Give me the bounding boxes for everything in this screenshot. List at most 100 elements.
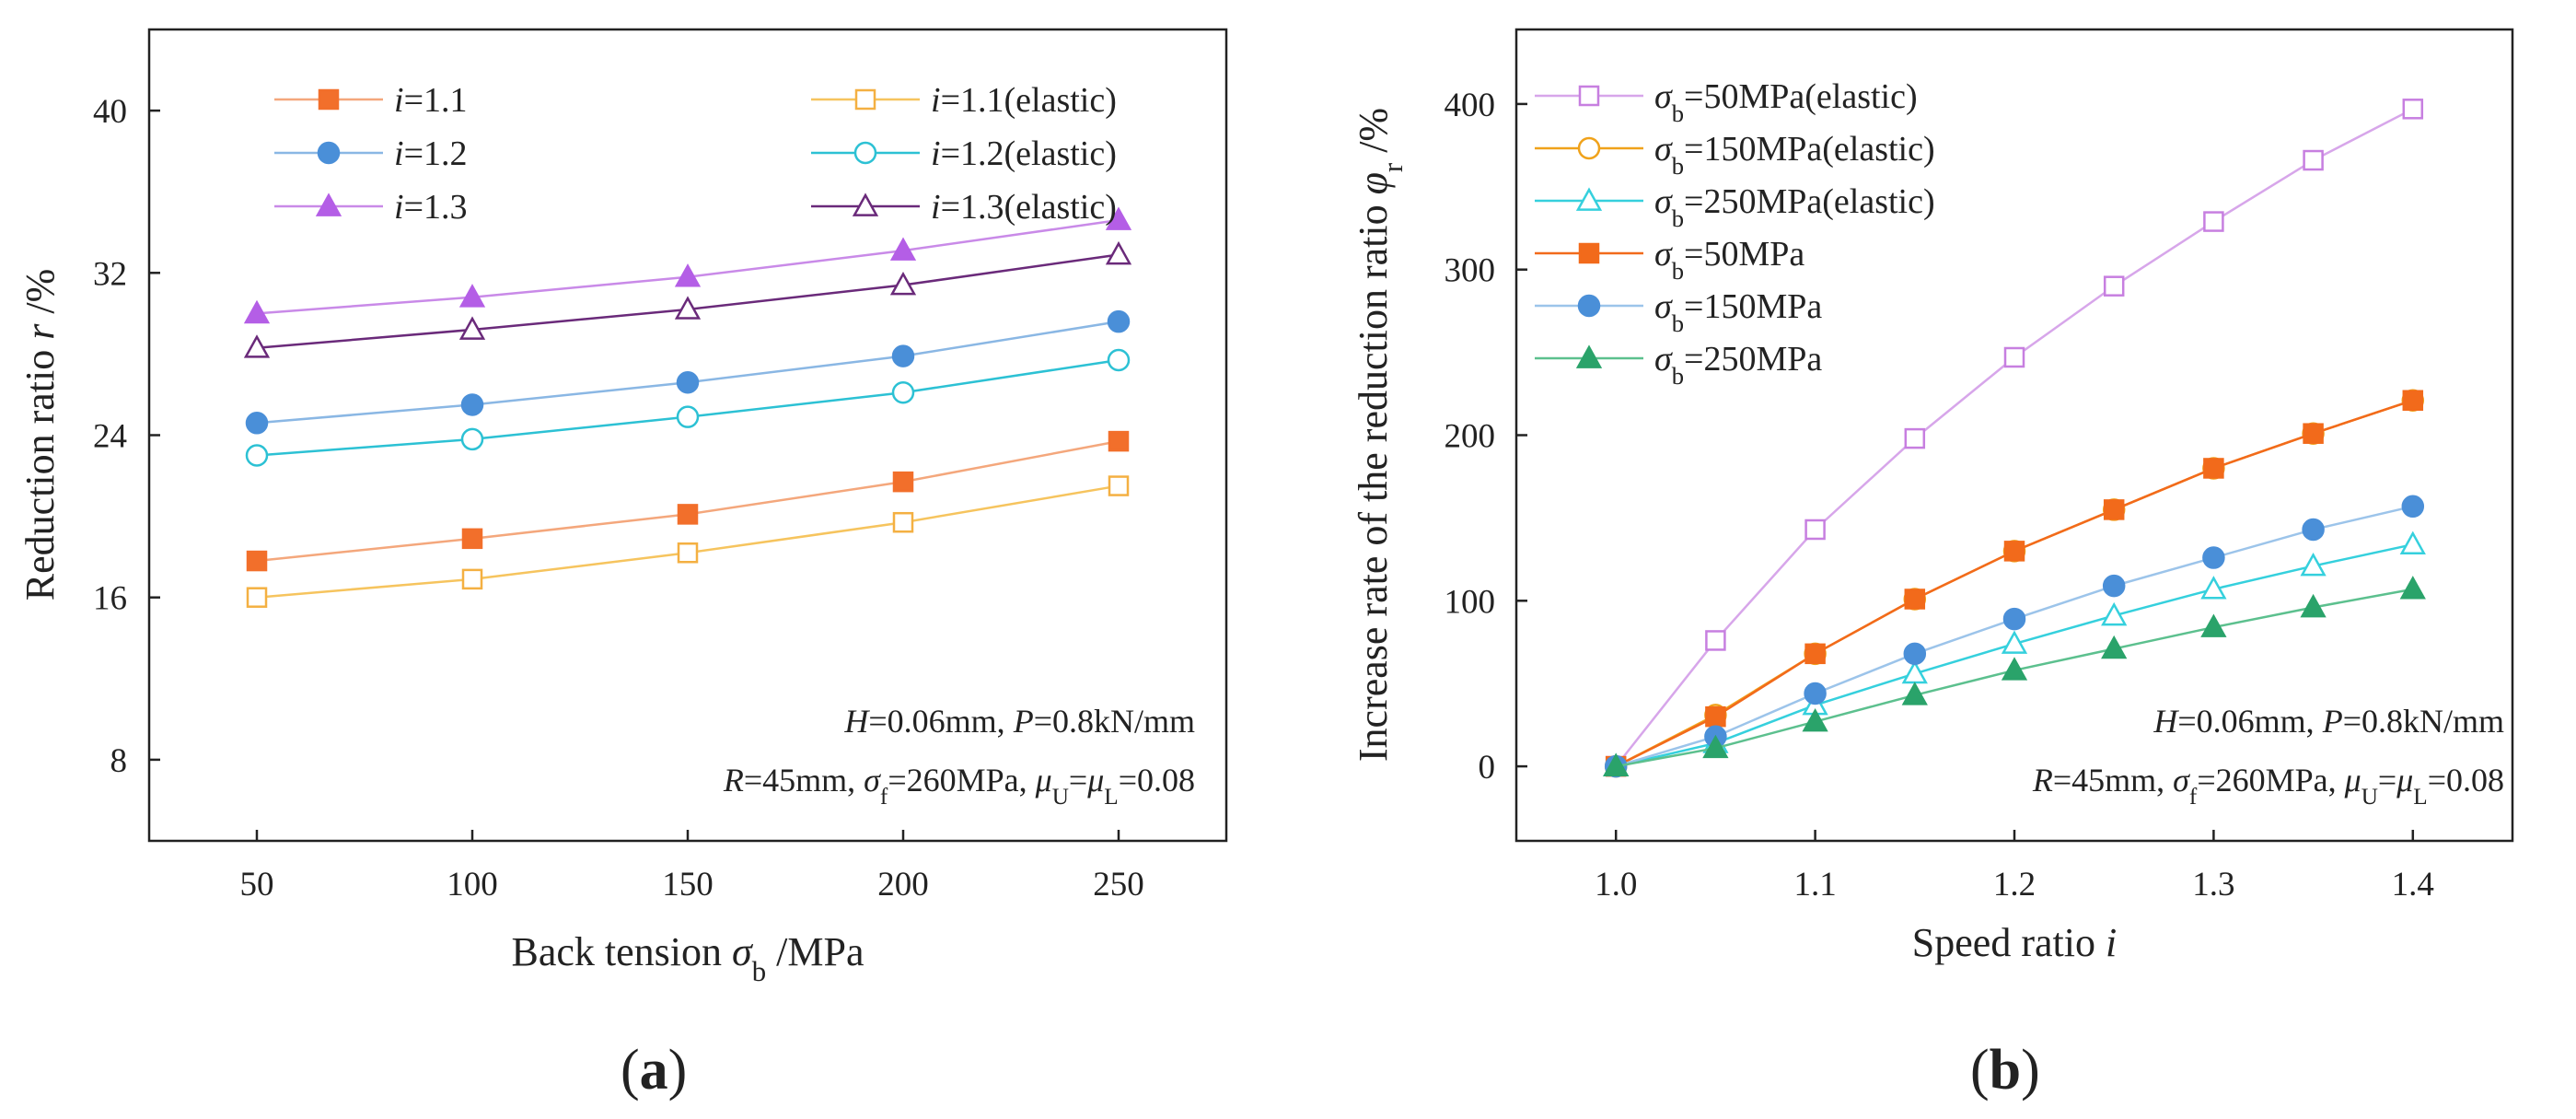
data-point (891, 344, 915, 367)
legend-label: σb=250MPa(elastic) (1654, 182, 1935, 232)
data-point (1802, 707, 1828, 732)
data-point (2203, 211, 2224, 232)
legend-marker (1577, 136, 1601, 160)
data-point (2300, 593, 2327, 618)
legend-label: i=1.2 (394, 134, 468, 173)
series-i11 (246, 430, 1130, 572)
data-point (1804, 682, 1827, 705)
panel-label: (b) (1970, 1039, 2040, 1102)
data-point (243, 299, 271, 324)
y-tick-label: 32 (93, 255, 127, 293)
data-point (1108, 430, 1130, 452)
data-point (2399, 576, 2426, 600)
annotation-line: R=45mm, σf=260MPa, μU=μL=0.08 (2032, 762, 2504, 810)
data-point (2003, 541, 2025, 562)
data-point (677, 504, 699, 525)
data-point (2200, 613, 2227, 637)
legend-marker (1577, 294, 1601, 318)
x-tick-label: 250 (1093, 866, 1144, 903)
data-point (889, 237, 917, 261)
x-tick-label: 200 (877, 866, 929, 903)
data-point (2300, 552, 2327, 577)
data-point (2103, 499, 2125, 520)
legend-marker (1575, 187, 1603, 211)
y-axis-title: Increase rate of the reduction ratio φr … (1351, 108, 1409, 762)
data-point (2003, 346, 2025, 368)
data-point (461, 528, 483, 550)
legend-marker (1578, 242, 1600, 264)
legend-label: σb=150MPa(elastic) (1654, 130, 1935, 180)
x-tick-label: 150 (662, 866, 714, 903)
data-point (2202, 546, 2225, 569)
legend-item-s150: σb=150MPa (1535, 287, 1822, 337)
y-tick-label: 8 (110, 742, 128, 780)
data-point (2200, 576, 2227, 600)
data-point (1904, 589, 1926, 610)
x-axis-title: Back tension σb /MPa (512, 929, 864, 987)
legend-item-i11e: i=1.1(elastic) (811, 81, 1117, 120)
data-point (676, 370, 700, 394)
data-point (2303, 149, 2324, 171)
x-tick-label: 1.1 (1793, 866, 1836, 903)
x-tick-label: 1.3 (2192, 866, 2234, 903)
data-point (2302, 518, 2325, 542)
data-point (2401, 495, 2425, 519)
legend-item-s50e: σb=50MPa(elastic) (1535, 77, 1918, 127)
data-point (2002, 607, 2026, 631)
legend-marker (1578, 85, 1600, 107)
data-point (1603, 752, 1630, 776)
legend-label: i=1.1 (394, 81, 468, 120)
legend-item-s250: σb=250MPa (1535, 340, 1822, 390)
y-tick-label: 0 (1479, 749, 1496, 787)
data-point (1705, 705, 1726, 728)
data-point (2101, 601, 2128, 626)
x-axis-title: Speed ratio i (1912, 920, 2117, 965)
data-point (2402, 390, 2424, 411)
annotation-line: H=0.06mm, P=0.8kN/mm (2152, 703, 2504, 740)
legend-label: σb=250MPa (1654, 340, 1822, 390)
data-point (1107, 309, 1131, 333)
data-point (458, 316, 486, 340)
legend-item-i13: i=1.3 (274, 188, 468, 227)
legend: i=1.1 i=1.1(elastic) i=1.2 i=1.2(elastic) i=… (274, 81, 1117, 227)
data-point (246, 587, 268, 608)
legend-marker (317, 141, 341, 165)
data-point (245, 444, 269, 467)
data-point (246, 550, 268, 572)
legend-marker (1575, 344, 1603, 368)
legend-marker (852, 192, 879, 216)
data-point (1903, 642, 1927, 666)
data-point (1904, 427, 1926, 449)
series-i12 (245, 309, 1131, 435)
data-point (2001, 630, 2028, 654)
data-point (1702, 734, 1729, 759)
panel-label: (a) (621, 1039, 687, 1102)
y-tick-label: 400 (1445, 87, 1496, 124)
data-point (1108, 475, 1130, 496)
data-point (1105, 240, 1132, 265)
panel-a: 50 100 150 200 250 8 16 24 32 40 Back tension σb /… (17, 28, 1228, 1102)
y-tick-label: 100 (1445, 583, 1496, 621)
series-line (256, 484, 1120, 599)
legend-marker (854, 88, 876, 111)
legend-label: i=1.3 (394, 188, 468, 227)
legend-marker (853, 141, 877, 165)
legend-item-s50: σb=50MPa (1535, 235, 1804, 285)
data-point (1901, 659, 1928, 684)
legend-label: σb=50MPa (1654, 235, 1804, 285)
y-tick-label: 24 (93, 418, 127, 456)
data-point (2402, 99, 2424, 120)
series-i13 (243, 206, 1132, 324)
series-i12e (245, 348, 1131, 467)
legend-marker (315, 192, 342, 216)
x-tick-label: 50 (240, 866, 274, 903)
legend-label: i=1.1(elastic) (931, 81, 1117, 120)
legend-label: σb=50MPa(elastic) (1654, 77, 1918, 127)
data-point (892, 511, 914, 533)
legend-label: i=1.2(elastic) (931, 134, 1117, 173)
panel-b: 1.0 1.1 1.2 1.3 1.4 0 100 200 300 400 Speed ratio … (1351, 28, 2514, 1102)
legend-item-i12e: i=1.2(elastic) (811, 134, 1117, 173)
data-point (677, 542, 699, 564)
annotation-line: R=45mm, σf=260MPa, μU=μL=0.08 (723, 762, 1195, 810)
data-point (1107, 348, 1131, 372)
